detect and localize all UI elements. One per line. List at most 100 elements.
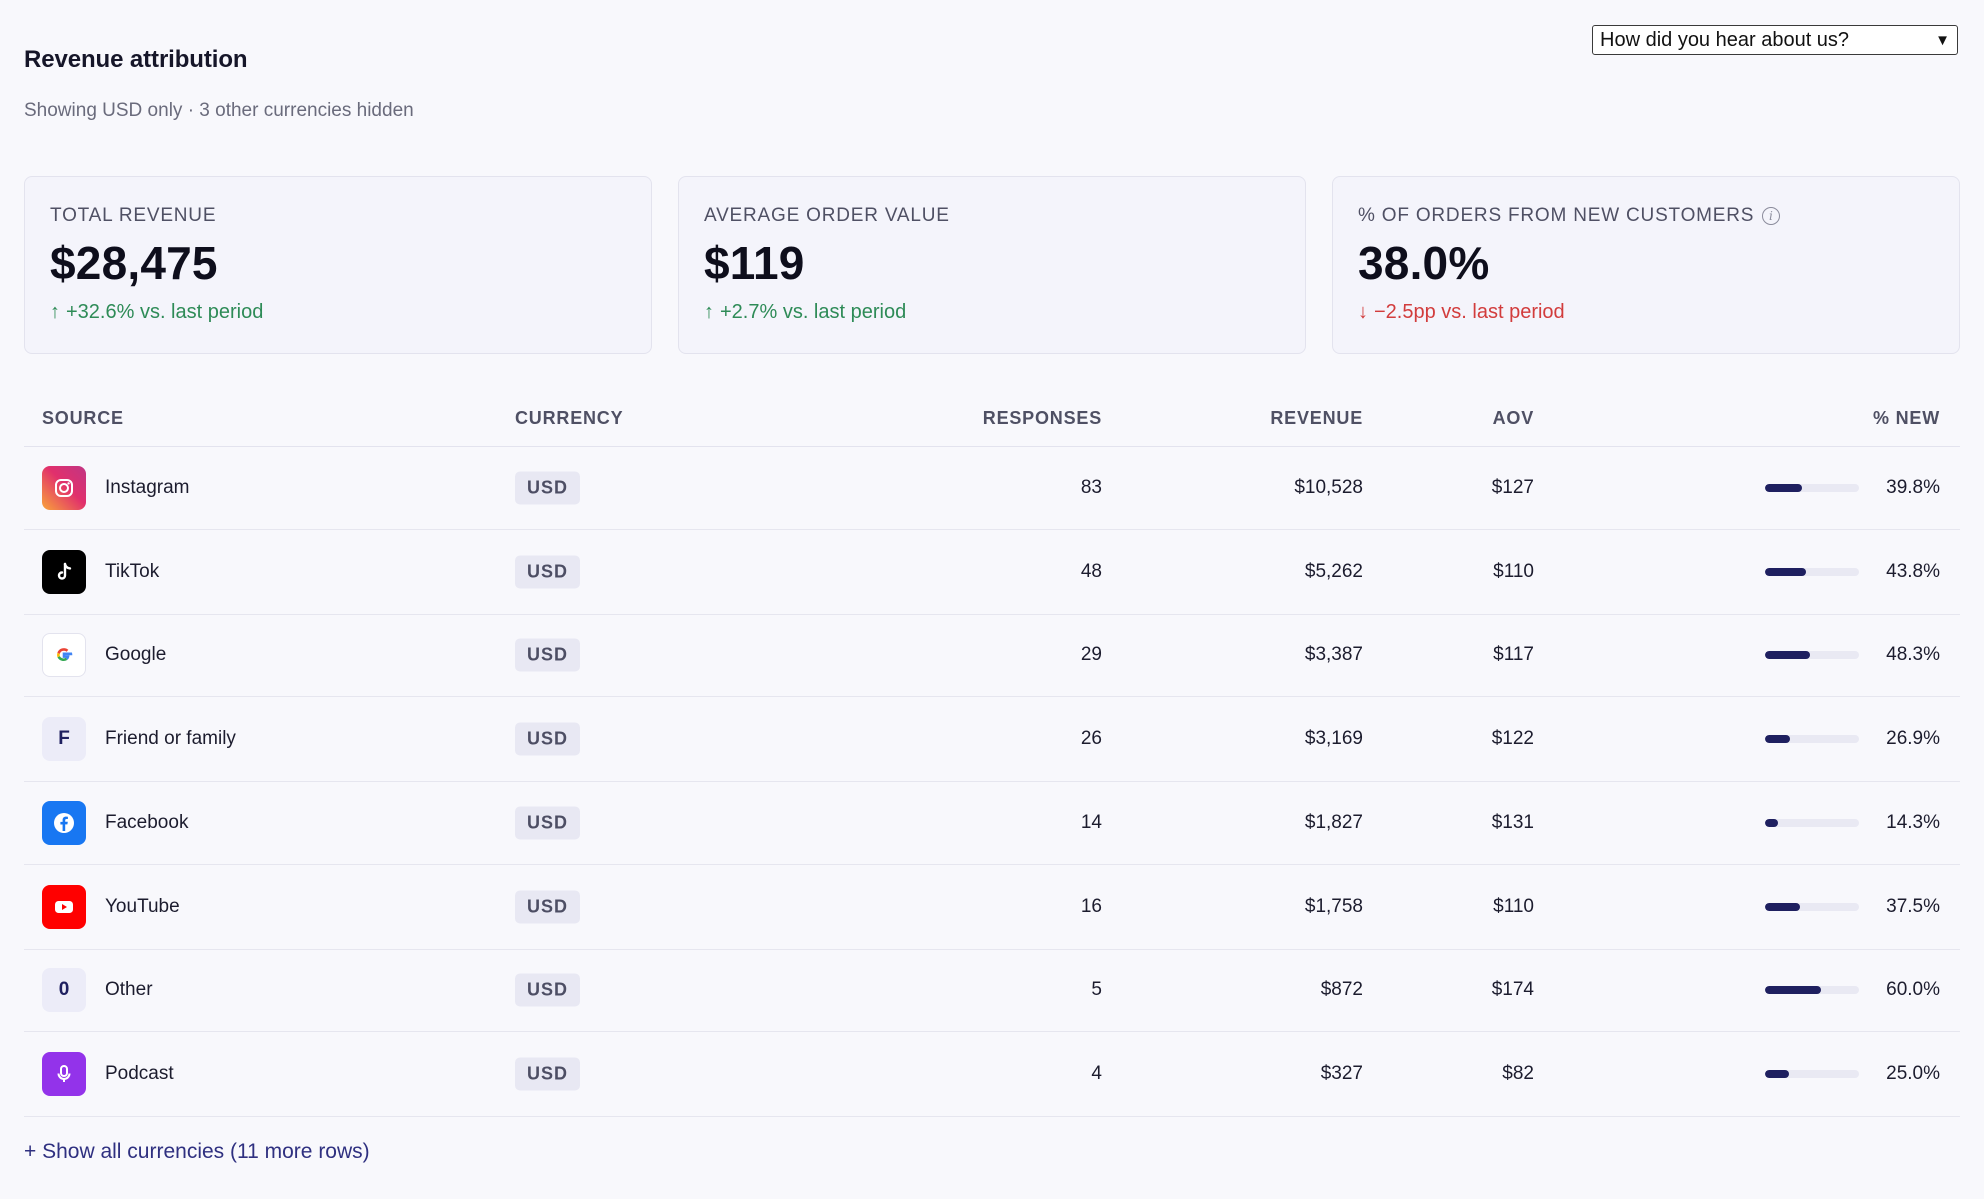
responses-value: 26: [1080, 728, 1102, 749]
aov-value: $110: [1493, 560, 1534, 582]
kpi-delta: ↓ −2.5pp vs. last period: [1358, 301, 1934, 324]
kpi-delta-text: +32.6% vs. last period: [66, 301, 264, 323]
pct-new-bar: [1765, 567, 1859, 576]
responses-value: 48: [1080, 560, 1102, 582]
pct-new-bar-fill: [1765, 651, 1811, 660]
pct-new-value: 26.9%: [1886, 728, 1940, 749]
column-header-responses[interactable]: RESPONSES: [982, 408, 1102, 428]
table-row[interactable]: TikTok USD 48 $5,262 $110 43.8%: [24, 530, 1960, 615]
kpi-cards: TOTAL REVENUE $28,475 ↑ +32.6% vs. last …: [24, 176, 1960, 354]
revenue-attribution-panel: Revenue attribution Showing USD only · 3…: [24, 0, 1960, 1199]
table-row[interactable]: YouTube USD 16 $1,758 $110 37.5%: [24, 865, 1960, 950]
kpi-card-new-customers: % OF ORDERS FROM NEW CUSTOMERS i 38.0% ↓…: [1332, 176, 1960, 354]
kpi-card-total-revenue: TOTAL REVENUE $28,475 ↑ +32.6% vs. last …: [24, 176, 652, 354]
currency-badge: USD: [515, 722, 581, 756]
pct-new-bar: [1765, 818, 1859, 827]
pct-new-bar: [1765, 483, 1859, 492]
revenue-value: $3,169: [1304, 728, 1363, 749]
table-body: Instagram USD 83 $10,528 $127 39.8% TikTok USD 4…: [24, 447, 1960, 1117]
pct-new-bar-fill: [1765, 735, 1791, 743]
pct-new-bar: [1765, 651, 1859, 660]
letter-f-icon: F: [42, 717, 86, 761]
info-icon[interactable]: i: [1762, 207, 1781, 225]
aov-value: $82: [1502, 1063, 1534, 1084]
letter-o-icon: 0: [42, 968, 86, 1013]
currency-badge: USD: [515, 973, 581, 1007]
kpi-delta: ↑ +2.7% vs. last period: [704, 301, 1280, 324]
table-row[interactable]: Google USD 29 $3,387 $117 48.3%: [24, 615, 1960, 697]
currency-badge: USD: [515, 890, 581, 923]
source-name: Facebook: [105, 811, 189, 833]
page-title: Revenue attribution: [24, 46, 248, 73]
source-name: YouTube: [105, 895, 180, 917]
arrow-down-icon: ↓: [1358, 301, 1368, 323]
table-row[interactable]: Instagram USD 83 $10,528 $127 39.8%: [24, 447, 1960, 530]
kpi-label: AVERAGE ORDER VALUE: [704, 205, 950, 226]
responses-value: 16: [1080, 895, 1102, 917]
instagram-icon: [42, 465, 86, 510]
column-header-source[interactable]: SOURCE: [42, 408, 124, 428]
table-row[interactable]: Facebook USD 14 $1,827 $131 14.3%: [24, 782, 1960, 865]
responses-value: 4: [1091, 1063, 1102, 1084]
source-name: Google: [105, 644, 167, 666]
column-header-aov[interactable]: AOV: [1492, 408, 1534, 428]
kpi-delta: ↑ +32.6% vs. last period: [50, 301, 626, 324]
kpi-label: TOTAL REVENUE: [50, 205, 217, 226]
aov-value: $110: [1493, 895, 1534, 917]
source-name: Other: [105, 979, 153, 1001]
pct-new-bar-fill: [1765, 986, 1822, 995]
revenue-value: $327: [1320, 1063, 1363, 1084]
column-header-pct-new[interactable]: % NEW: [1873, 408, 1940, 428]
attribution-table: SOURCE CURRENCY RESPONSES REVENUE AOV % …: [24, 395, 1960, 1117]
aov-value: $117: [1493, 644, 1534, 666]
pct-new-bar-fill: [1765, 1070, 1789, 1078]
source-name: Instagram: [105, 476, 190, 498]
pct-new-bar-fill: [1765, 902, 1801, 911]
pct-new-bar: [1765, 902, 1859, 911]
source-name: TikTok: [105, 560, 160, 582]
table-row[interactable]: 0 Other USD 5 $872 $174 60.0%: [24, 950, 1960, 1032]
responses-value: 83: [1080, 476, 1102, 498]
aov-value: $131: [1491, 811, 1534, 833]
source-name: Podcast: [105, 1063, 174, 1084]
source-name: Friend or family: [105, 728, 236, 749]
currency-badge: USD: [515, 471, 581, 505]
arrow-up-icon: ↑: [704, 301, 714, 323]
aov-value: $127: [1491, 476, 1534, 498]
responses-value: 14: [1080, 811, 1102, 833]
podcast-icon: [42, 1052, 86, 1096]
kpi-label: % OF ORDERS FROM NEW CUSTOMERS i: [1358, 205, 1934, 227]
revenue-value: $1,827: [1304, 811, 1363, 833]
pct-new-bar-fill: [1765, 483, 1803, 492]
currency-badge: USD: [515, 1057, 581, 1091]
table-header: SOURCE CURRENCY RESPONSES REVENUE AOV % …: [24, 395, 1960, 447]
show-all-currencies-link[interactable]: + Show all currencies (11 more rows): [24, 1140, 370, 1163]
pct-new-value: 39.8%: [1886, 476, 1940, 498]
kpi-card-average-order-value: AVERAGE ORDER VALUE $119 ↑ +2.7% vs. las…: [678, 176, 1306, 354]
kpi-delta-text: +2.7% vs. last period: [720, 301, 907, 323]
column-header-revenue[interactable]: REVENUE: [1270, 408, 1363, 428]
pct-new-value: 43.8%: [1886, 560, 1940, 582]
pct-new-value: 14.3%: [1886, 811, 1940, 833]
pct-new-bar-fill: [1765, 818, 1779, 827]
question-select[interactable]: How did you hear about us? ▼: [1592, 25, 1958, 55]
table-row[interactable]: F Friend or family USD 26 $3,169 $122 26.9%: [24, 697, 1960, 782]
pct-new-value: 37.5%: [1886, 895, 1940, 917]
kpi-value: $28,475: [50, 237, 218, 289]
aov-value: $174: [1491, 979, 1534, 1001]
question-select-value: How did you hear about us?: [1600, 28, 1850, 51]
column-header-currency[interactable]: CURRENCY: [515, 408, 624, 428]
responses-value: 5: [1091, 979, 1102, 1001]
table-row[interactable]: Podcast USD 4 $327 $82 25.0%: [24, 1032, 1960, 1117]
kpi-value: $119: [704, 237, 805, 289]
arrow-up-icon: ↑: [50, 301, 60, 323]
pct-new-value: 25.0%: [1886, 1063, 1940, 1084]
revenue-value: $10,528: [1294, 476, 1363, 498]
page-subtitle: Showing USD only · 3 other currencies hi…: [24, 100, 414, 121]
currency-badge: USD: [515, 638, 581, 672]
youtube-icon: [42, 884, 86, 929]
aov-value: $122: [1491, 728, 1534, 749]
chevron-down-icon: ▼: [1935, 31, 1950, 49]
kpi-delta-text: −2.5pp vs. last period: [1374, 301, 1565, 323]
revenue-value: $5,262: [1304, 560, 1363, 582]
